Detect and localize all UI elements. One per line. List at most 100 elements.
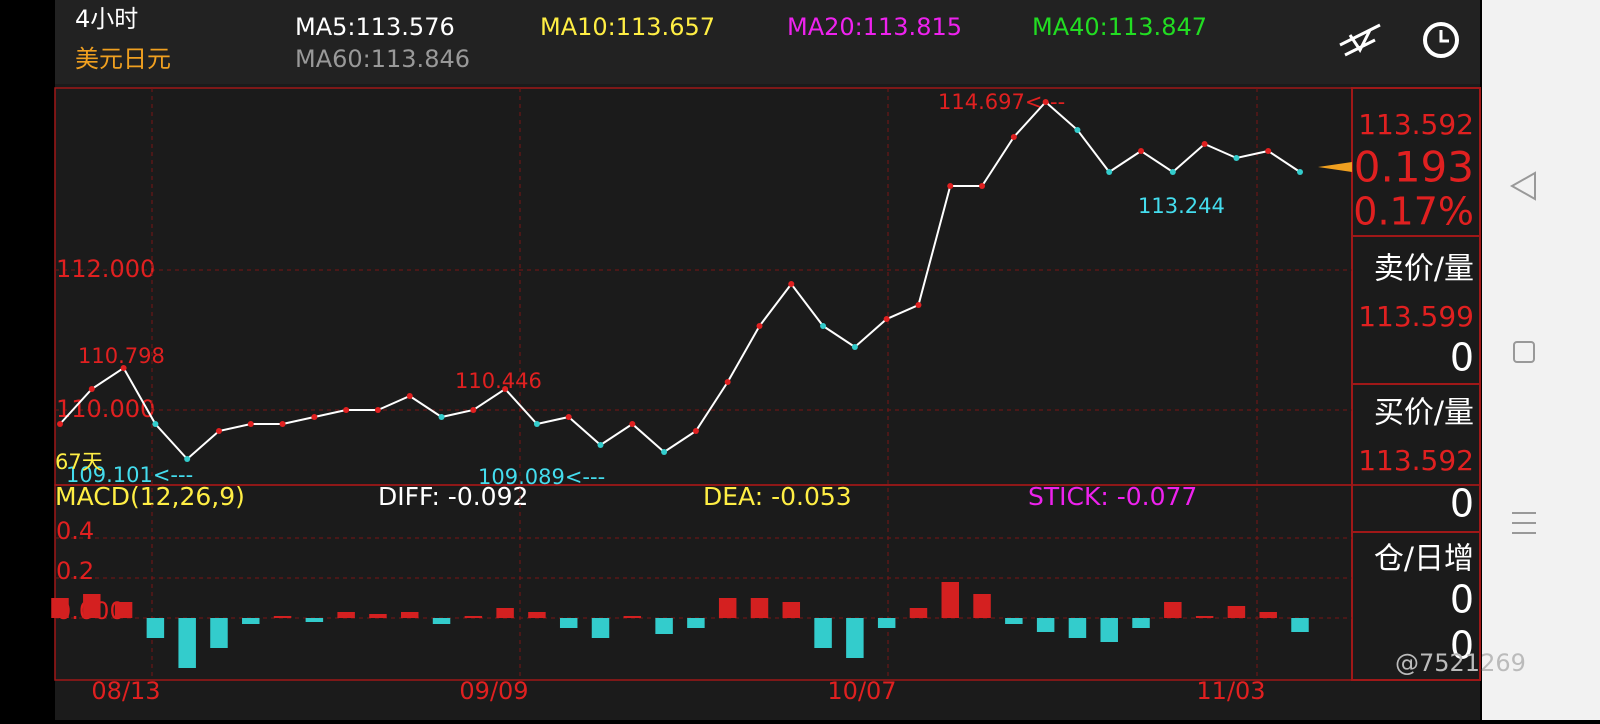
price-point	[915, 302, 922, 308]
price-pointer	[1318, 162, 1352, 172]
macd-diff: DIFF: -0.092	[378, 482, 528, 511]
macd-bar	[877, 618, 896, 628]
y-tick-label: 0.2	[56, 557, 94, 585]
x-tick-label: 09/09	[459, 677, 528, 705]
macd-bar	[846, 618, 864, 658]
price-point	[533, 421, 540, 427]
bid: 113.592	[1358, 444, 1474, 477]
macd-bar	[655, 618, 673, 634]
macd-bar	[337, 612, 355, 618]
price-point	[1106, 169, 1113, 175]
macd-bar	[464, 616, 483, 618]
price-point	[629, 421, 636, 427]
indicator-button[interactable]	[1339, 23, 1381, 57]
y-tick-label: 112.000	[56, 255, 155, 283]
annotation: 109.101<---	[66, 463, 193, 487]
clock-button[interactable]	[1423, 22, 1459, 58]
change: 0.193	[1354, 143, 1474, 192]
ask-label: 卖价/量	[1374, 252, 1474, 287]
x-tick-label: 11/03	[1196, 677, 1265, 705]
price-point	[1042, 99, 1049, 105]
macd-bar	[1259, 612, 1277, 618]
price-point	[820, 323, 827, 329]
macd-bar	[51, 598, 69, 618]
price-point	[57, 421, 63, 427]
price-point	[1201, 141, 1208, 147]
price-point	[406, 393, 413, 399]
home-button[interactable]	[1513, 341, 1535, 363]
macd-bar	[178, 618, 196, 668]
price-point	[152, 421, 159, 427]
ask: 113.599	[1358, 300, 1474, 333]
price-point	[502, 386, 509, 392]
x-tick-label: 08/13	[91, 677, 160, 705]
last-price: 113.592	[1358, 108, 1474, 141]
macd-bar	[210, 618, 228, 648]
macd-bar	[432, 618, 451, 624]
macd-bar	[1068, 618, 1087, 638]
macd-bar	[528, 612, 546, 618]
macd-bar	[1005, 618, 1023, 624]
macd-bar	[1036, 618, 1055, 632]
ask-vol: 0	[1450, 336, 1474, 380]
macd-bar	[273, 616, 292, 618]
watermark: @7521269	[1395, 649, 1526, 677]
macd-bar	[242, 618, 260, 624]
macd-bar	[591, 618, 610, 638]
macd-dea: DEA: -0.053	[703, 482, 852, 511]
price-point	[470, 407, 477, 413]
annotation: 110.798	[78, 344, 165, 368]
menu-button[interactable]	[1512, 512, 1536, 534]
macd-bar	[401, 612, 419, 618]
macd-bar	[1164, 602, 1182, 618]
macd-bar	[782, 602, 801, 618]
price-point	[438, 414, 445, 420]
y-tick-label: 0.4	[56, 517, 94, 545]
macd-bar	[1100, 618, 1118, 642]
macd-bar	[623, 616, 642, 618]
bid-label: 买价/量	[1374, 396, 1474, 431]
macd-bar	[814, 618, 832, 648]
macd-bar	[83, 594, 101, 618]
annotation: 110.446	[455, 369, 542, 393]
macd-bar	[909, 608, 928, 618]
x-tick-label: 10/07	[827, 677, 896, 705]
macd-bar	[718, 598, 737, 618]
price-point	[311, 414, 318, 420]
price-point	[1169, 169, 1176, 175]
oi-label: 仓/日增	[1374, 542, 1474, 577]
header-bar	[55, 0, 1480, 84]
ma40: MA40:113.847	[1032, 13, 1207, 41]
price-point	[947, 183, 954, 189]
price-point	[88, 386, 95, 392]
quote-dividers	[1352, 235, 1480, 533]
price-point	[1074, 127, 1081, 133]
price-point	[1265, 148, 1272, 154]
back-button[interactable]	[1509, 171, 1536, 201]
price-point	[279, 421, 286, 427]
price-point	[597, 442, 604, 448]
macd-bar	[1227, 606, 1246, 618]
price-point	[565, 414, 572, 420]
macd-bar	[114, 602, 133, 618]
price-line	[59, 100, 1301, 461]
price-point	[247, 421, 254, 427]
price-point	[724, 379, 731, 385]
price-point	[661, 449, 668, 455]
period[interactable]: 4小时	[75, 5, 138, 33]
price-point	[1233, 155, 1240, 161]
percent: 0.17%	[1353, 190, 1474, 234]
price-point	[343, 407, 350, 413]
ma20: MA20:113.815	[787, 13, 962, 41]
symbol[interactable]: 美元日元	[75, 45, 171, 73]
clock-hand	[1439, 30, 1449, 43]
macd-stick: STICK: -0.077	[1028, 482, 1197, 511]
ma10: MA10:113.657	[540, 13, 715, 41]
macd-title: MACD(12,26,9)	[55, 482, 245, 511]
price-point	[374, 407, 381, 413]
macd-bar	[1291, 618, 1309, 632]
price-point	[788, 281, 795, 287]
price-point	[215, 428, 222, 434]
oi-change: 0	[1450, 624, 1474, 668]
